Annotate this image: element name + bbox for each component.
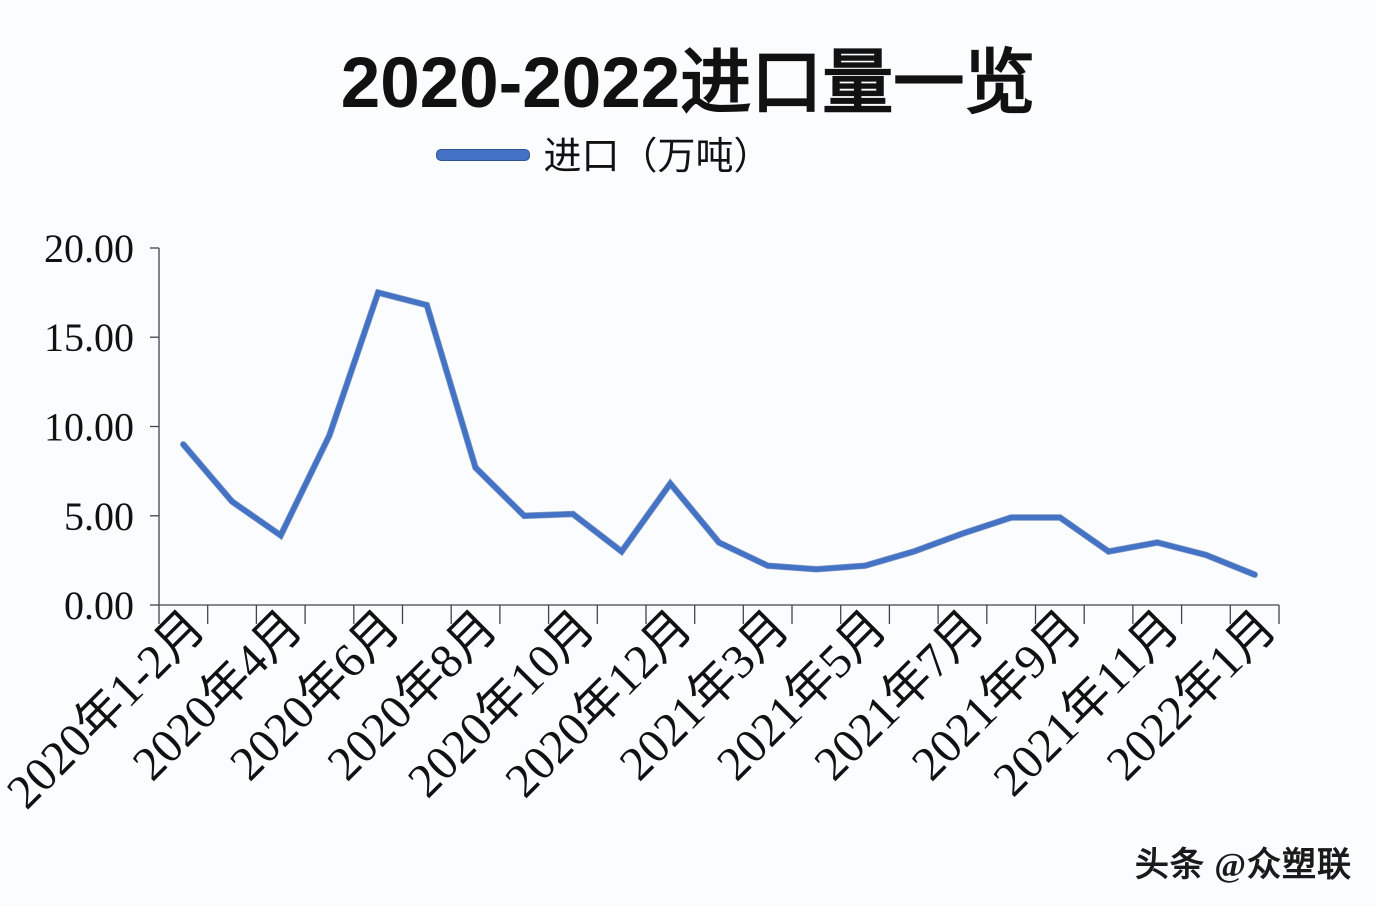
- svg-text:20.00: 20.00: [44, 226, 134, 271]
- svg-text:5.00: 5.00: [64, 494, 134, 539]
- svg-text:10.00: 10.00: [44, 405, 134, 450]
- svg-text:0.00: 0.00: [64, 583, 134, 628]
- svg-text:15.00: 15.00: [44, 315, 134, 360]
